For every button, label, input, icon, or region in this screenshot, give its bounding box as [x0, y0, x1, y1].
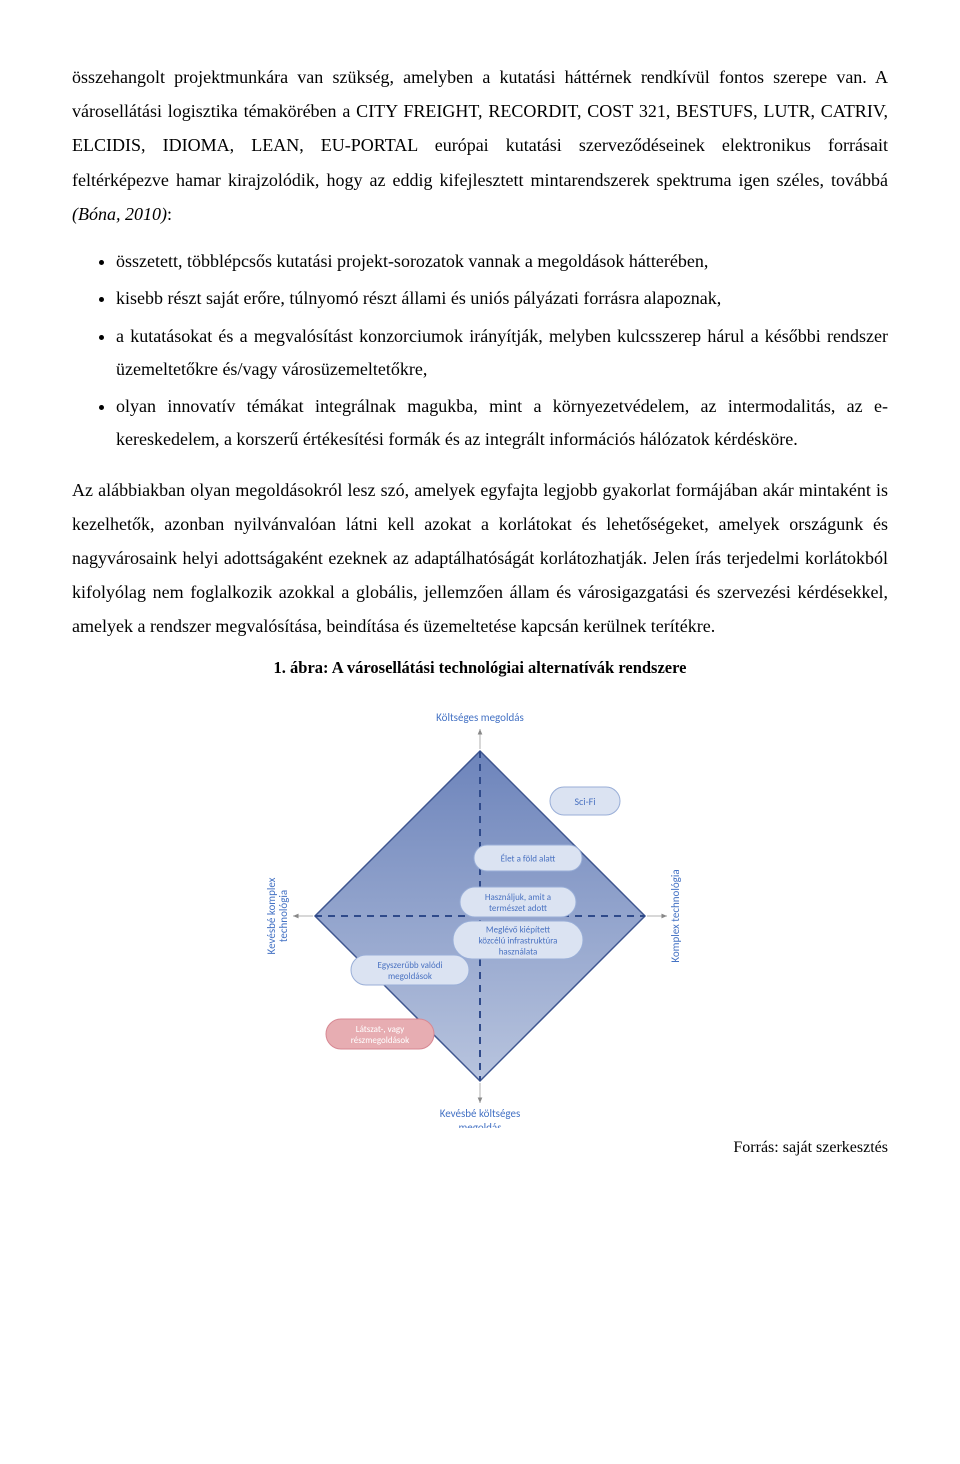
list-item: a kutatásokat és a megvalósítást konzorc…	[116, 320, 888, 387]
figure-title: 1. ábra: A városellátási technológiai al…	[72, 658, 888, 678]
svg-text:Költséges megoldás: Költséges megoldás	[436, 711, 524, 724]
svg-text:Meglévő kiépített: Meglévő kiépített	[486, 924, 550, 935]
para-1a: összehangolt projektmunkára van szükség,…	[72, 67, 888, 190]
bullet-list: összetett, többlépcsős kutatási projekt-…	[72, 245, 888, 457]
svg-text:megoldások: megoldások	[388, 971, 432, 982]
list-item: olyan innovatív témákat integrálnak magu…	[116, 390, 888, 457]
svg-text:természet adott: természet adott	[489, 903, 547, 914]
figure-diagram: Költséges megoldásKevésbé költségesmegol…	[72, 688, 888, 1133]
svg-text:Komplex technológia: Komplex technológia	[669, 869, 682, 962]
paragraph-intro: összehangolt projektmunkára van szükség,…	[72, 60, 888, 231]
svg-text:Látszat-, vagy: Látszat-, vagy	[356, 1024, 405, 1035]
svg-text:részmegoldások: részmegoldások	[351, 1035, 410, 1046]
svg-text:közcélú infrastruktúra: közcélú infrastruktúra	[479, 935, 558, 946]
svg-text:technológia: technológia	[277, 889, 290, 941]
diagram-svg: Költséges megoldásKevésbé költségesmegol…	[220, 688, 740, 1128]
svg-text:Kevésbé költséges: Kevésbé költséges	[440, 1107, 521, 1120]
svg-text:Sci-Fi: Sci-Fi	[574, 795, 595, 808]
svg-text:megoldás: megoldás	[458, 1121, 501, 1128]
list-item: kisebb részt saját erőre, túlnyomó részt…	[116, 282, 888, 315]
list-item: összetett, többlépcsős kutatási projekt-…	[116, 245, 888, 278]
svg-text:Egyszerűbb valódi: Egyszerűbb valódi	[377, 960, 442, 971]
figure-source: Forrás: saját szerkesztés	[72, 1139, 888, 1157]
paragraph-followup: Az alábbiakban olyan megoldásokról lesz …	[72, 473, 888, 644]
svg-text:Élet a föld alatt: Élet a föld alatt	[501, 853, 556, 864]
para-1c: :	[167, 204, 172, 224]
para-1b: (Bóna, 2010)	[72, 204, 167, 224]
svg-text:Használjuk, amit a: Használjuk, amit a	[485, 892, 551, 903]
svg-text:használata: használata	[499, 946, 538, 957]
